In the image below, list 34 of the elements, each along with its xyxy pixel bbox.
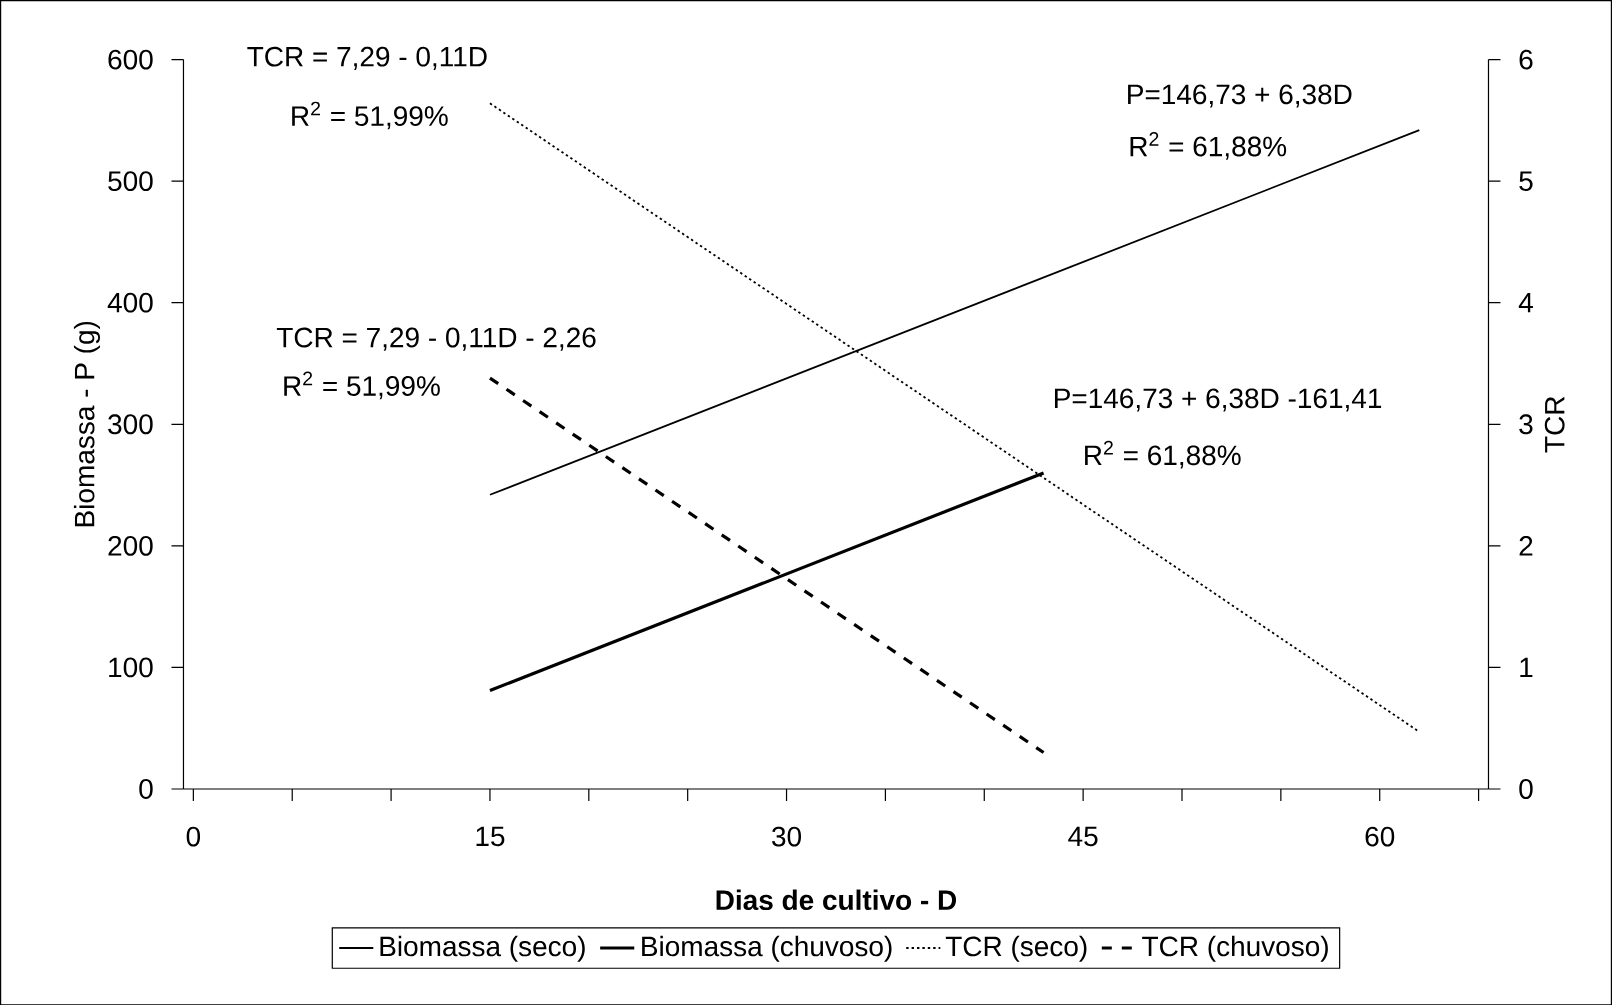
x-tick-label: 0 bbox=[186, 826, 201, 847]
x-tick-label: 60 bbox=[1365, 826, 1395, 847]
annotation: R$^{2}$ = 61,88% bbox=[1130, 131, 1287, 160]
legend-label: TCR (seco) bbox=[945, 935, 1087, 962]
x-tick-label: 15 bbox=[476, 826, 505, 847]
y-tick-label: 500 bbox=[108, 170, 153, 191]
y2-tick-label: 6 bbox=[1519, 49, 1533, 70]
y2-tick-label: 4 bbox=[1518, 292, 1533, 313]
y-tick-label: 0 bbox=[139, 778, 153, 799]
legend-label: Biomassa (seco) bbox=[380, 935, 585, 962]
y2-tick-label: 1 bbox=[1520, 657, 1533, 677]
x-tick-label: 30 bbox=[772, 826, 802, 847]
y2-tick-label: 5 bbox=[1519, 171, 1533, 191]
y-tick-label: 200 bbox=[108, 535, 153, 556]
legend-label: Biomassa (chuvoso) bbox=[642, 935, 892, 962]
y2-tick-label: 2 bbox=[1519, 535, 1533, 556]
annotation: R$^{2}$ = 61,88% bbox=[1085, 440, 1241, 469]
annotation: TCR = 7,29 - 0,11D - 2,26 bbox=[276, 327, 596, 351]
y-tick-label: 100 bbox=[109, 657, 153, 678]
legend-label: TCR (chuvoso) bbox=[1142, 935, 1328, 962]
y-tick-label: 600 bbox=[108, 49, 153, 70]
annotation: R$^{2}$ = 51,99% bbox=[292, 101, 448, 130]
annotation: P=146,73 + 6,38D bbox=[1128, 84, 1352, 108]
annotation: R$^{2}$ = 51,99% bbox=[284, 371, 440, 399]
annotation: TCR = 7,29 - 0,11D bbox=[247, 46, 487, 70]
x-tick-label: 45 bbox=[1068, 826, 1098, 847]
y2-tick-label: 3 bbox=[1519, 414, 1533, 434]
y-axis-title: Biomassa - P (g) bbox=[73, 321, 101, 526]
x-axis-title: Dias de cultivo - D bbox=[716, 889, 957, 910]
y2-axis-title: TCR bbox=[1544, 396, 1565, 453]
annotation: P=146,73 + 6,38D -161,41 bbox=[1054, 388, 1382, 412]
y2-tick-label: 0 bbox=[1519, 778, 1533, 799]
y-tick-label: 300 bbox=[108, 414, 153, 434]
y-tick-label: 400 bbox=[107, 292, 153, 313]
